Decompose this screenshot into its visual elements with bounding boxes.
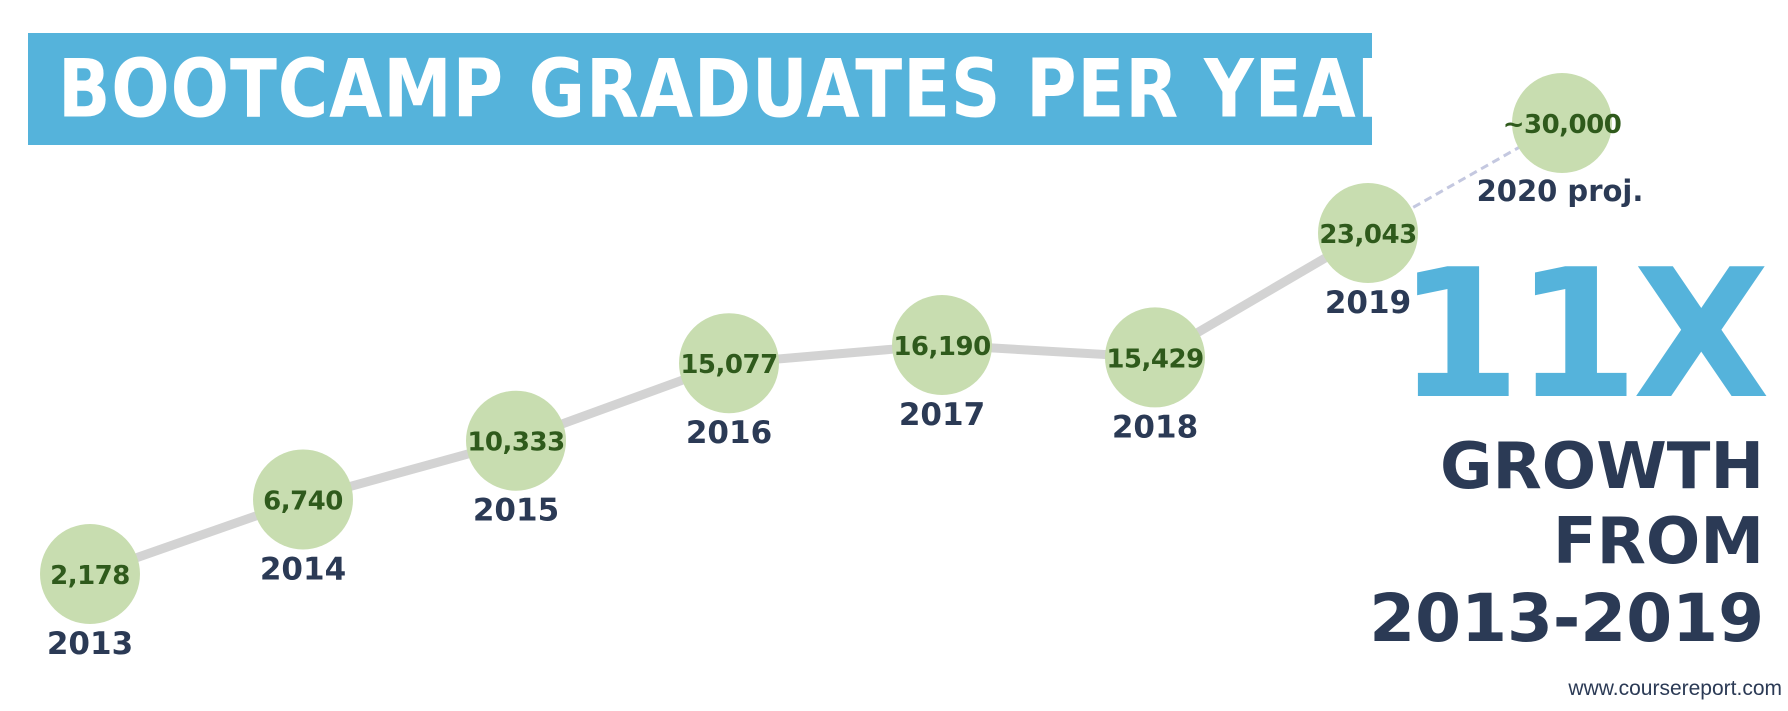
point-value-label: 6,740 — [263, 486, 343, 516]
chart-title: BOOTCAMP GRADUATES PER YEAR — [58, 42, 1411, 136]
point-value-label: 15,077 — [680, 350, 777, 380]
data-point: 6,740 2014 — [253, 449, 353, 587]
point-value-label: 23,043 — [1319, 220, 1416, 250]
data-point: 23,043 2019 — [1318, 183, 1418, 321]
point-value-label: 10,333 — [467, 428, 564, 458]
projection-bubble — [1512, 73, 1612, 173]
point-bubble — [40, 524, 140, 624]
growth-label-line-2: FROM — [1552, 505, 1764, 579]
point-year-label: 2019 — [1325, 285, 1411, 321]
point-bubble — [1318, 183, 1418, 283]
point-bubble — [253, 449, 353, 550]
point-bubble — [892, 294, 992, 395]
data-point: 16,190 2017 — [892, 294, 992, 433]
growth-label-line-1: GROWTH — [1439, 430, 1764, 504]
point-value-label: 15,429 — [1106, 344, 1203, 374]
point-value-label: 16,190 — [893, 332, 990, 362]
growth-label-line-3: 2013-2019 — [1369, 580, 1764, 657]
data-point: 15,077 2016 — [679, 313, 779, 451]
point-bubble — [466, 390, 566, 491]
projection-value-label: ~30,000 — [1503, 110, 1622, 140]
growth-multiplier: 11X — [1397, 231, 1770, 438]
point-year-label: 2018 — [1112, 409, 1198, 445]
data-point: 15,429 2018 — [1105, 307, 1205, 445]
point-year-label: 2013 — [47, 626, 133, 662]
data-point: 10,333 2015 — [466, 390, 566, 529]
projection-point: ~30,000 2020 proj. — [1477, 73, 1644, 208]
projection-year-label: 2020 proj. — [1477, 174, 1644, 208]
point-year-label: 2016 — [686, 415, 772, 451]
point-bubble — [679, 313, 779, 414]
title-banner: BOOTCAMP GRADUATES PER YEAR — [28, 33, 1410, 145]
point-year-label: 2014 — [260, 551, 346, 587]
point-year-label: 2017 — [899, 397, 985, 433]
point-year-label: 2015 — [473, 493, 559, 529]
point-bubble — [1105, 307, 1205, 408]
data-point: 2,178 2013 — [40, 524, 140, 662]
point-value-label: 2,178 — [50, 561, 130, 591]
source-url: www.coursereport.com — [1568, 677, 1782, 700]
